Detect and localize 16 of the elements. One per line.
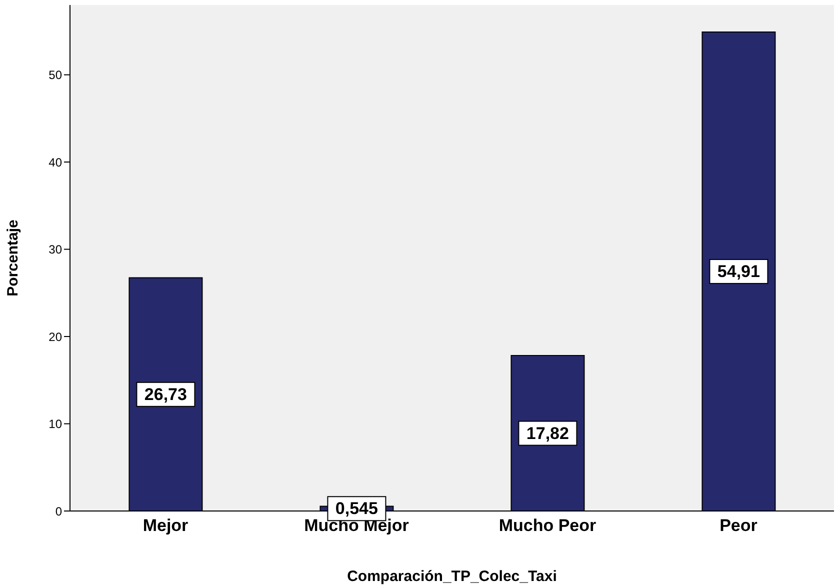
x-tick-label: Mucho Mejor — [304, 516, 410, 536]
y-tick-label: 30 — [48, 242, 62, 257]
x-tick-label: Mejor — [142, 516, 189, 536]
x-axis-title: Comparación_TP_Colec_Taxi — [347, 568, 557, 585]
data-label: 54,91 — [717, 262, 760, 281]
data-label: 17,82 — [526, 424, 569, 443]
x-tick-label: Peor — [720, 516, 758, 536]
data-label: 26,73 — [144, 384, 187, 404]
y-tick-label: 20 — [48, 330, 62, 344]
y-tick-label: 10 — [48, 417, 62, 432]
x-tick-label: Mucho Peor — [498, 516, 597, 536]
y-tick-label: 0 — [55, 504, 62, 518]
y-tick-label: 40 — [48, 155, 62, 170]
y-axis-title: Porcentaje — [4, 220, 22, 296]
y-tick-label: 50 — [48, 68, 62, 82]
data-label: 0,545 — [335, 499, 378, 518]
